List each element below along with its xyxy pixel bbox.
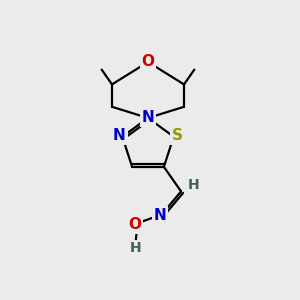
Text: O: O: [128, 217, 141, 232]
Text: N: N: [153, 208, 166, 223]
Text: O: O: [142, 55, 154, 70]
Text: H: H: [130, 241, 142, 255]
Text: N: N: [142, 110, 154, 125]
Text: H: H: [187, 178, 199, 192]
Text: S: S: [172, 128, 183, 143]
Text: N: N: [113, 128, 126, 143]
